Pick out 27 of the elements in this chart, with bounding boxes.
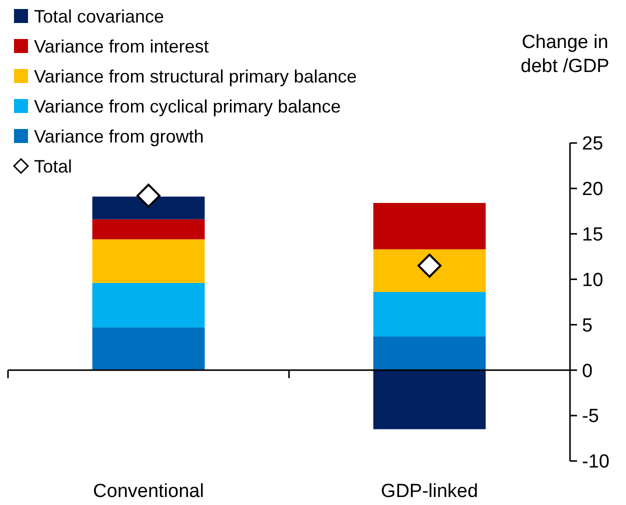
legend-label: Total [34,156,72,176]
y-tick-label: 20 [582,179,604,200]
x-tick-label: GDP-linked [380,481,478,502]
y-tick-label: 10 [582,270,604,291]
legend-label: Total covariance [34,6,164,26]
bar [373,336,486,370]
x-tick-label: Conventional [93,481,204,502]
y-tick-label: -10 [582,452,610,473]
bar [373,292,486,337]
y-axis-title: Change in debt /GDP [520,32,610,77]
y-tick-label: 5 [582,315,593,336]
legend-label: Variance from structural primary balance [34,66,357,86]
y-tick-label: 25 [582,134,604,155]
bar [92,219,205,240]
bar [373,370,486,430]
legend-label: Variance from cyclical primary balance [34,96,341,116]
y-tick-label: 0 [582,360,593,382]
y-tick-label: 15 [582,224,604,246]
legend-label: Variance from growth [34,126,204,146]
bar [92,239,205,283]
legend-label: Variance from interest [34,36,209,56]
bar [373,249,486,292]
bar [92,327,205,370]
bar [373,202,486,250]
y-tick-label: -5 [582,406,599,428]
bar [92,196,205,220]
bar [92,282,205,328]
